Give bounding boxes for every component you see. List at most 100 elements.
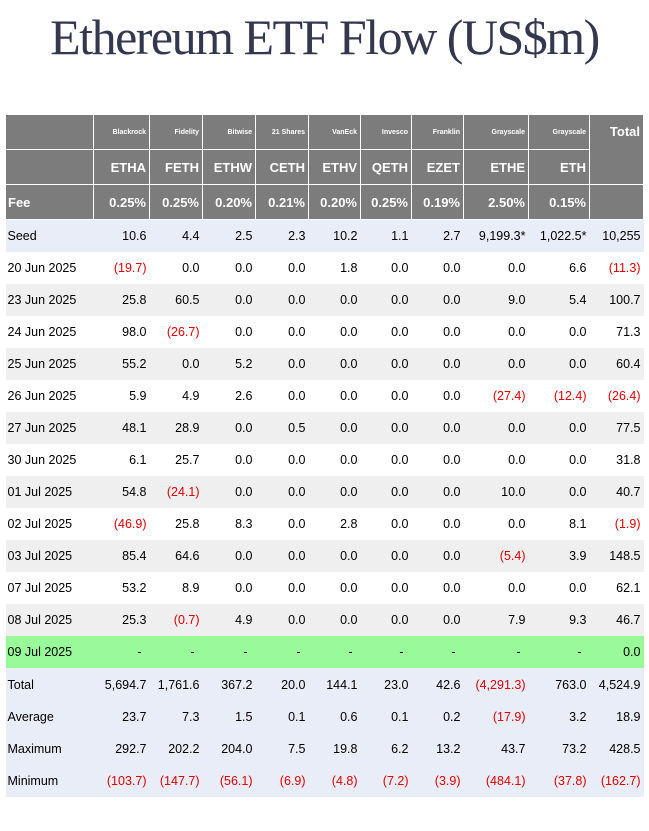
flow-cell: 0.0 xyxy=(360,412,412,444)
fee-cell: 0.15% xyxy=(528,184,590,220)
ticker-header: ETH xyxy=(528,149,590,185)
flow-cell: 0.0 xyxy=(308,604,361,636)
row-label: 26 Jun 2025 xyxy=(5,380,94,412)
fee-total-cell xyxy=(589,184,644,220)
table-row: Minimum (103.7) (147.7) (56.1) (6.9) (4.8) (7.… xyxy=(5,765,644,797)
row-label: 02 Jul 2025 xyxy=(5,508,94,540)
flow-cell: 0.0 xyxy=(255,476,309,508)
issuer-header: Franklin xyxy=(411,114,464,150)
row-total-cell: 31.8 xyxy=(589,444,644,476)
flow-cell: 28.9 xyxy=(149,412,203,444)
flow-cell: 0.0 xyxy=(308,316,361,348)
flow-cell: 64.6 xyxy=(149,540,203,572)
issuer-header: Invesco xyxy=(360,114,412,150)
flow-cell: 5.4 xyxy=(528,284,590,316)
flow-cell: 0.0 xyxy=(255,604,309,636)
flow-cell: 10.0 xyxy=(463,476,529,508)
flow-cell: 0.2 xyxy=(411,701,464,733)
issuer-header: Fidelity xyxy=(149,114,203,150)
row-label: 20 Jun 2025 xyxy=(5,252,94,284)
etf-flow-table: Blackrock Fidelity Bitwise 21 Shares VanEck I… xyxy=(5,114,644,797)
flow-cell: 0.0 xyxy=(149,348,203,380)
flow-cell: - xyxy=(149,636,203,668)
flow-cell: 0.0 xyxy=(411,540,464,572)
ticker-header: ETHV xyxy=(308,149,361,185)
ticker-header: CETH xyxy=(255,149,309,185)
flow-cell: 7.5 xyxy=(255,733,309,765)
row-total-cell: 4,524.9 xyxy=(589,668,644,701)
table-row: 02 Jul 2025 (46.9) 25.8 8.3 0.0 2.8 0.0 0.0 0.0 8… xyxy=(5,508,644,540)
issuer-header: Grayscale xyxy=(528,114,590,150)
flow-cell: (17.9) xyxy=(463,701,529,733)
flow-cell: 0.0 xyxy=(202,316,256,348)
flow-cell: 0.0 xyxy=(360,348,412,380)
fee-cell: 0.25% xyxy=(360,184,412,220)
issuer-header: Grayscale xyxy=(463,114,529,150)
table-row: 20 Jun 2025 (19.7) 0.0 0.0 0.0 1.8 0.0 0.0 0.0 6.… xyxy=(5,252,644,284)
flow-cell: 0.0 xyxy=(308,572,361,604)
flow-cell: - xyxy=(360,636,412,668)
flow-cell: 10.6 xyxy=(93,219,150,252)
flow-cell: 9,199.3* xyxy=(463,219,529,252)
flow-cell: 0.0 xyxy=(202,444,256,476)
row-label: 30 Jun 2025 xyxy=(5,444,94,476)
flow-cell: 3.2 xyxy=(528,701,590,733)
flow-cell: 0.0 xyxy=(360,380,412,412)
header-corner-cell xyxy=(5,149,94,185)
flow-cell: 0.0 xyxy=(411,444,464,476)
flow-cell: 0.0 xyxy=(463,572,529,604)
flow-cell: 53.2 xyxy=(93,572,150,604)
row-label: Total xyxy=(5,668,94,701)
flow-cell: 43.7 xyxy=(463,733,529,765)
flow-cell: 25.3 xyxy=(93,604,150,636)
flow-cell: 0.0 xyxy=(255,252,309,284)
flow-cell: 0.0 xyxy=(463,348,529,380)
row-total-cell: (1.9) xyxy=(589,508,644,540)
flow-cell: 0.0 xyxy=(463,316,529,348)
flow-cell: (6.9) xyxy=(255,765,309,797)
row-label: 23 Jun 2025 xyxy=(5,284,94,316)
flow-cell: 0.1 xyxy=(360,701,412,733)
fee-cell: 0.25% xyxy=(149,184,203,220)
flow-cell: 54.8 xyxy=(93,476,150,508)
row-label: 09 Jul 2025 xyxy=(5,636,94,668)
fee-cell: 0.25% xyxy=(93,184,150,220)
table-row: Average 23.7 7.3 1.5 0.1 0.6 0.1 0.2 (17.9) 3.2 18… xyxy=(5,701,644,733)
flow-cell: 0.0 xyxy=(411,572,464,604)
flow-cell: 0.0 xyxy=(308,444,361,476)
table-row: 24 Jun 2025 98.0 (26.7) 0.0 0.0 0.0 0.0 0.0 0.0 0… xyxy=(5,316,644,348)
row-label: 27 Jun 2025 xyxy=(5,412,94,444)
flow-cell: 0.0 xyxy=(255,284,309,316)
flow-cell: 2.3 xyxy=(255,219,309,252)
flow-cell: 8.3 xyxy=(202,508,256,540)
flow-cell: 1.5 xyxy=(202,701,256,733)
issuer-header: Blackrock xyxy=(93,114,150,150)
flow-cell: 13.2 xyxy=(411,733,464,765)
flow-cell: 0.0 xyxy=(255,508,309,540)
fee-cell: 0.20% xyxy=(308,184,361,220)
flow-cell: 0.0 xyxy=(411,348,464,380)
flow-cell: 0.0 xyxy=(308,380,361,412)
row-label: 24 Jun 2025 xyxy=(5,316,94,348)
row-label: Average xyxy=(5,701,94,733)
flow-cell: 98.0 xyxy=(93,316,150,348)
flow-cell: (27.4) xyxy=(463,380,529,412)
flow-cell: 0.0 xyxy=(202,284,256,316)
row-total-cell: 71.3 xyxy=(589,316,644,348)
table-row: Seed 10.6 4.4 2.5 2.3 10.2 1.1 2.7 9,199.3* 1,022… xyxy=(5,219,644,252)
table-row: Maximum 292.7 202.2 204.0 7.5 19.8 6.2 13.2 43.7… xyxy=(5,733,644,765)
flow-cell: 0.0 xyxy=(411,604,464,636)
flow-cell: 0.0 xyxy=(463,252,529,284)
flow-cell: - xyxy=(308,636,361,668)
flow-cell: 9.3 xyxy=(528,604,590,636)
flow-cell: 6.2 xyxy=(360,733,412,765)
flow-cell: 292.7 xyxy=(93,733,150,765)
flow-cell: 19.8 xyxy=(308,733,361,765)
flow-cell: (26.7) xyxy=(149,316,203,348)
row-total-cell: 18.9 xyxy=(589,701,644,733)
flow-cell: 144.1 xyxy=(308,668,361,701)
flow-cell: 0.0 xyxy=(528,412,590,444)
flow-cell: 0.0 xyxy=(308,348,361,380)
flow-cell: 0.0 xyxy=(360,540,412,572)
ticker-header: QETH xyxy=(360,149,412,185)
